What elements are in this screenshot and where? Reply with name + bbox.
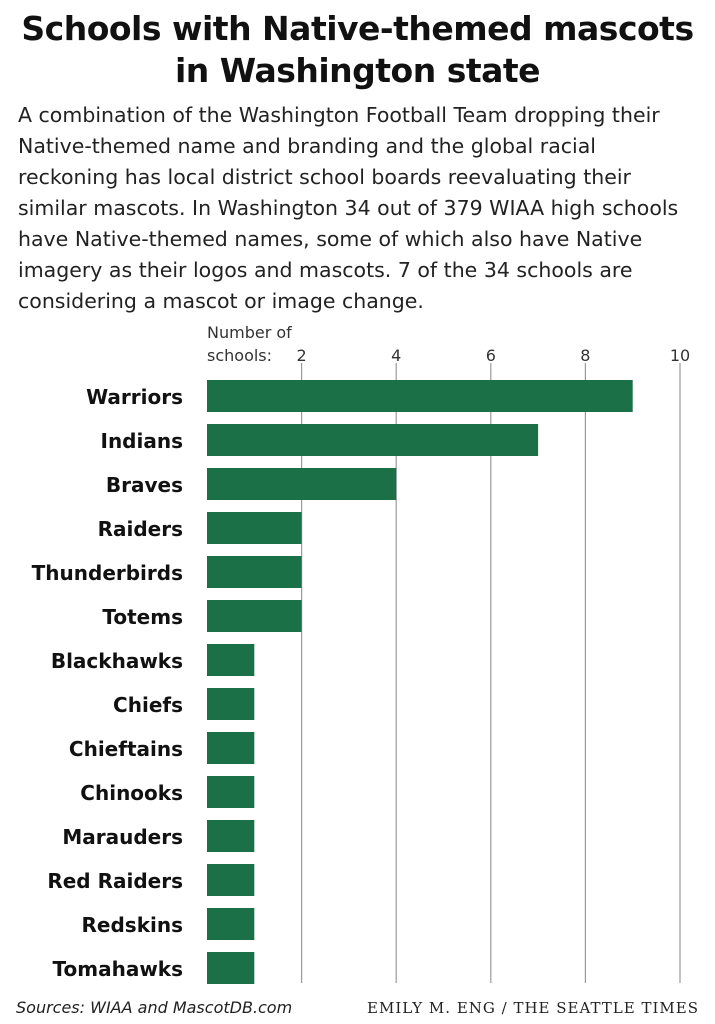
credit-line: EMILY M. ENG / THE SEATTLE TIMES: [367, 999, 699, 1017]
bar-marauders: [207, 820, 255, 852]
category-label: Redskins: [82, 913, 183, 937]
category-label: Braves: [106, 473, 183, 497]
bar-chart-svg: Warriors Indians Braves Raiders Thunderbirds…: [32, 323, 690, 984]
bar-warriors: [207, 380, 633, 412]
source-note: Sources: WIAA and MascotDB.com: [16, 998, 293, 1017]
bar-red-raiders: [207, 864, 255, 896]
tick-labels: Number of schools: 2 4 6 8 10: [207, 323, 690, 365]
title-line-2: in Washington state: [174, 51, 541, 90]
bar-chart: Warriors Indians Braves Raiders Thunderbirds…: [0, 318, 715, 988]
category-label: Tomahawks: [53, 957, 183, 981]
bar-chinooks: [207, 776, 255, 808]
title-line-1: Schools with Native-themed mascots: [21, 9, 694, 48]
category-label: Warriors: [86, 385, 183, 409]
tick-label: 6: [486, 346, 496, 365]
axis-label-line-2: schools:: [207, 346, 272, 365]
bars: [207, 380, 633, 984]
bar-blackhawks: [207, 644, 255, 676]
tick-label: 10: [670, 346, 690, 365]
tick-label: 2: [297, 346, 307, 365]
tick-label: 4: [391, 346, 401, 365]
category-label: Indians: [101, 429, 184, 453]
category-label: Chiefs: [113, 693, 183, 717]
bar-redskins: [207, 908, 255, 940]
intro-paragraph: A combination of the Washington Football…: [18, 103, 679, 313]
bar-totems: [207, 600, 302, 632]
category-label: Chieftains: [69, 737, 183, 761]
category-label: Blackhawks: [51, 649, 183, 673]
tick-label: 8: [580, 346, 590, 365]
category-label: Totems: [102, 605, 183, 629]
gridlines: [301, 363, 681, 983]
category-label: Marauders: [62, 825, 183, 849]
bar-raiders: [207, 512, 302, 544]
bar-braves: [207, 468, 397, 500]
bar-thunderbirds: [207, 556, 302, 588]
category-label: Chinooks: [80, 781, 183, 805]
category-label: Thunderbirds: [32, 561, 183, 585]
category-label: Raiders: [98, 517, 183, 541]
bar-chieftains: [207, 732, 255, 764]
chart-title: Schools with Native-themed mascots in Wa…: [0, 8, 715, 92]
bar-tomahawks: [207, 952, 255, 984]
bar-chiefs: [207, 688, 255, 720]
category-labels: Warriors Indians Braves Raiders Thunderbirds…: [32, 385, 183, 981]
category-label: Red Raiders: [47, 869, 183, 893]
bar-indians: [207, 424, 539, 456]
axis-label-line-1: Number of: [207, 323, 292, 342]
